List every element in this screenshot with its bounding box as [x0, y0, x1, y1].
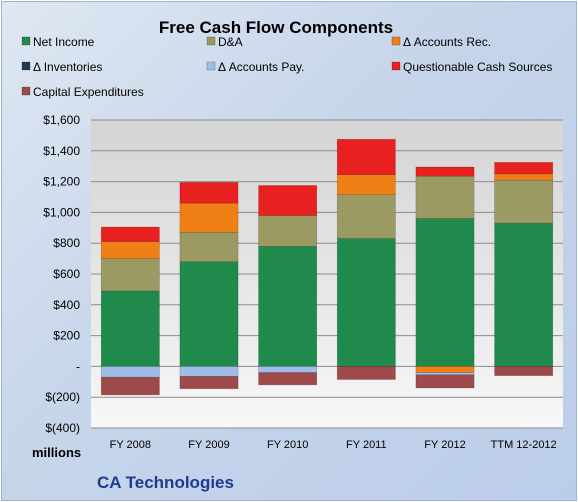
legend-item-inventories: Δ Inventories [21, 60, 102, 74]
bar-stack-fy-2010 [258, 185, 318, 386]
legend-swatch [391, 36, 401, 46]
bar-segment-d-a [179, 232, 239, 262]
x-tick-label: FY 2012 [424, 439, 465, 451]
bar-segment-questionable-cash-sources [336, 138, 396, 175]
y-tick-label: $1,600 [43, 113, 80, 127]
legend-swatch [21, 36, 31, 46]
y-tick-label: $200 [53, 329, 80, 343]
bar-segment-accounts-pay [258, 366, 318, 373]
legend-label: Capital Expenditures [33, 85, 144, 99]
bar-segment-net-income [336, 238, 396, 367]
legend-item-accounts-rec: Δ Accounts Rec. [391, 35, 491, 49]
chart-title: Free Cash Flow Components [159, 18, 393, 37]
company-name: CA Technologies [97, 473, 234, 492]
bar-segment-d-a [100, 258, 160, 292]
legend-item-d-a: D&A [206, 35, 243, 49]
legend-item-capital-expenditures: Capital Expenditures [21, 85, 144, 99]
gridlines [91, 119, 563, 429]
bar-segment-d-a [336, 194, 396, 239]
units-label: millions [32, 445, 81, 460]
legend-label: Δ Accounts Pay. [218, 60, 305, 74]
y-tick-label: $800 [53, 236, 80, 250]
bar-segment-d-a [494, 179, 554, 224]
bar-stack-fy-2012 [415, 166, 475, 389]
y-tick-label: $(200) [45, 390, 80, 404]
bar-segment-accounts-rec [415, 366, 475, 373]
bar-segment-accounts-pay [179, 366, 239, 377]
bar-segment-net-income [494, 222, 554, 367]
legend-item-questionable-cash-sources: Questionable Cash Sources [391, 60, 552, 74]
bar-segment-net-income [179, 261, 239, 367]
legend-item-net-income: Net Income [21, 35, 95, 49]
bar-segment-questionable-cash-sources [258, 185, 318, 216]
bar-segment-accounts-rec [100, 241, 160, 259]
bar-segment-accounts-rec [336, 174, 396, 195]
bar-stack-fy-2008 [100, 226, 160, 396]
x-tick-label: FY 2008 [110, 439, 151, 451]
legend-swatch [21, 61, 31, 71]
bar-segment-capital-expenditures [494, 366, 554, 376]
bar-segment-d-a [415, 175, 475, 219]
bar-stack-fy-2009 [179, 182, 239, 390]
y-tick-label: $400 [53, 298, 80, 312]
y-axis: $1,600 $1,400 $1,200 $1,000 $800 $600 $400 $200… [43, 113, 80, 435]
legend-swatch [391, 61, 401, 71]
bar-segment-accounts-rec [179, 202, 239, 233]
bar-segment-capital-expenditures [179, 376, 239, 390]
legend-label: D&A [218, 35, 243, 49]
x-tick-label: FY 2009 [188, 439, 229, 451]
bar-segment-capital-expenditures [258, 372, 318, 386]
bar-segment-net-income [415, 218, 475, 367]
bar-segment-questionable-cash-sources [415, 166, 475, 177]
y-tick-label: $(400) [45, 421, 80, 435]
bar-segment-capital-expenditures [415, 374, 475, 389]
bar-stack-ttm-12-2012 [494, 162, 554, 376]
legend-item-accounts-pay: Δ Accounts Pay. [206, 60, 305, 74]
bar-stacks [100, 138, 554, 396]
legend-label: Questionable Cash Sources [403, 60, 552, 74]
bar-segment-questionable-cash-sources [494, 162, 554, 175]
bar-segment-questionable-cash-sources [179, 182, 239, 204]
bar-stack-fy-2011 [336, 138, 396, 380]
legend-swatch [206, 61, 216, 71]
legend-swatch [206, 36, 216, 46]
legend-label: Net Income [33, 35, 95, 49]
y-tick-label: $600 [53, 267, 80, 281]
y-tick-label: - [76, 359, 80, 373]
bar-segment-net-income [258, 245, 318, 367]
bar-segment-d-a [258, 215, 318, 247]
legend: Net Income D&A Δ Accounts Rec. Δ Inventorie… [21, 35, 552, 99]
x-tick-label: FY 2011 [346, 439, 387, 451]
x-tick-label: TTM 12-2012 [491, 439, 557, 451]
bar-segment-accounts-pay [415, 372, 475, 376]
y-tick-label: $1,200 [43, 175, 80, 189]
x-axis: FY 2008 FY 2009 FY 2010 FY 2011 FY 2012 TTM 1… [110, 439, 557, 451]
bar-segment-questionable-cash-sources [100, 226, 160, 242]
y-tick-label: $1,000 [43, 205, 80, 219]
x-tick-label: FY 2010 [267, 439, 308, 451]
bar-segment-capital-expenditures [100, 376, 160, 396]
legend-swatch [21, 86, 31, 96]
bar-segment-net-income [100, 290, 160, 367]
bar-segment-accounts-pay [100, 366, 160, 378]
bar-segment-capital-expenditures [336, 366, 396, 380]
bar-segment-accounts-rec [494, 173, 554, 181]
legend-label: Δ Accounts Rec. [403, 35, 491, 49]
y-tick-label: $1,400 [43, 144, 80, 158]
legend-label: Δ Inventories [33, 60, 102, 74]
